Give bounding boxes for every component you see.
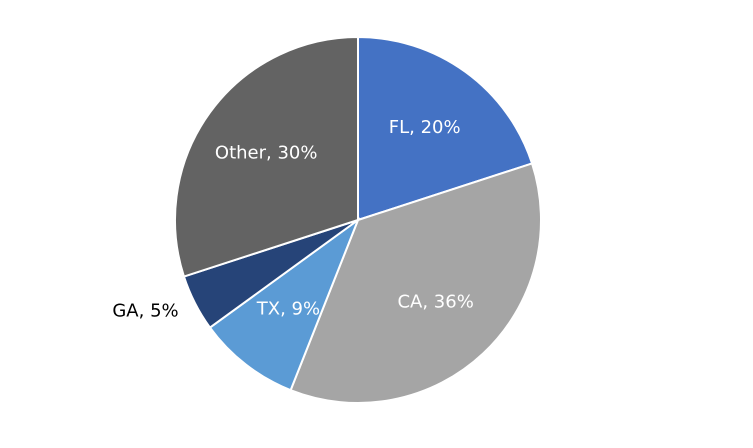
- data-label: FL, 20%: [389, 117, 461, 138]
- data-label: TX, 9%: [256, 299, 320, 320]
- data-label: GA, 5%: [112, 300, 178, 321]
- pie-slice: [357, 35, 534, 222]
- data-label: Other, 30%: [215, 142, 318, 163]
- pie-slice: [289, 162, 542, 404]
- pie-slice: [174, 35, 359, 278]
- data-label: CA, 36%: [397, 292, 473, 313]
- pie-slice: [208, 217, 361, 392]
